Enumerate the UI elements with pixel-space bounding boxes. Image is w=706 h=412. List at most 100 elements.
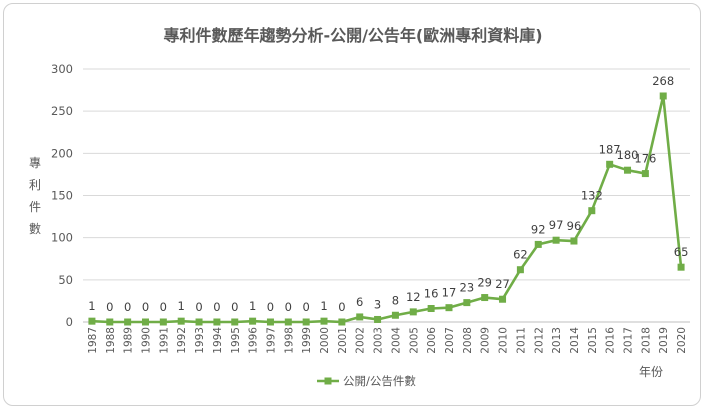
data-label: 180 xyxy=(617,148,639,162)
data-label: 0 xyxy=(267,300,274,314)
data-label: 268 xyxy=(652,74,674,88)
chart-frame xyxy=(3,3,701,406)
x-tick-label: 1993 xyxy=(194,327,206,354)
x-tick-label: 2007 xyxy=(444,327,456,354)
x-tick-label: 2009 xyxy=(480,327,492,354)
x-tick-label: 2004 xyxy=(390,327,402,354)
data-label: 0 xyxy=(338,300,345,314)
x-tick-label: 2020 xyxy=(676,327,688,354)
y-axis-ticks: 0 50 100 150 200 250 300 xyxy=(51,62,73,329)
data-point xyxy=(659,92,667,100)
data-point xyxy=(516,266,524,274)
data-point xyxy=(588,207,596,215)
x-tick-label: 1996 xyxy=(248,327,260,354)
data-point xyxy=(177,317,185,325)
data-series xyxy=(88,92,685,326)
data-label: 62 xyxy=(513,248,528,262)
data-point xyxy=(159,318,167,326)
x-tick-label: 2014 xyxy=(569,327,581,354)
series-line xyxy=(91,94,683,324)
data-point xyxy=(463,299,471,307)
y-tick-label: 250 xyxy=(51,104,73,118)
data-label: 176 xyxy=(634,152,656,166)
data-point xyxy=(534,240,542,248)
data-label: 1 xyxy=(178,299,185,313)
data-label: 27 xyxy=(495,277,510,291)
x-tick-label: 2013 xyxy=(551,327,563,354)
x-tick-label: 2006 xyxy=(426,327,438,354)
data-point xyxy=(356,313,364,321)
data-label: 1 xyxy=(249,299,256,313)
data-label: 0 xyxy=(285,300,292,314)
data-label: 0 xyxy=(231,300,238,314)
data-point xyxy=(266,318,274,326)
data-point xyxy=(124,318,132,326)
data-label: 0 xyxy=(160,300,167,314)
data-point xyxy=(249,317,257,325)
x-tick-label: 1990 xyxy=(140,327,152,354)
data-point xyxy=(481,294,489,302)
data-point xyxy=(624,166,632,174)
legend-marker-swatch xyxy=(324,377,332,385)
data-point xyxy=(338,318,346,326)
data-point xyxy=(677,263,685,271)
y-tick-label: 50 xyxy=(58,273,73,287)
x-tick-label: 2008 xyxy=(462,327,474,354)
data-point xyxy=(284,318,292,326)
y-tick-label: 300 xyxy=(51,62,73,76)
data-label: 29 xyxy=(477,276,492,290)
y-axis-title: 專利件數 xyxy=(29,156,41,236)
y-tick-label: 150 xyxy=(51,189,73,203)
x-tick-label: 1994 xyxy=(212,327,224,354)
data-label: 132 xyxy=(581,189,603,203)
x-tick-label: 2017 xyxy=(623,327,635,354)
x-tick-label: 2011 xyxy=(515,327,527,354)
data-label: 97 xyxy=(549,218,564,232)
x-tick-label: 1991 xyxy=(158,327,170,354)
data-label: 3 xyxy=(374,297,381,311)
data-label: 96 xyxy=(567,219,582,233)
x-tick-label: 1999 xyxy=(301,327,313,354)
x-tick-label: 2005 xyxy=(408,327,420,354)
data-label: 0 xyxy=(302,300,309,314)
x-tick-label: 2000 xyxy=(319,327,331,354)
x-tick-label: 1989 xyxy=(123,327,135,354)
x-tick-label: 2018 xyxy=(640,327,652,354)
data-point xyxy=(213,318,221,326)
chart-title: 專利件數歷年趨勢分析-公開/公告年(歐洲專利資料庫) xyxy=(163,26,542,45)
data-point xyxy=(445,304,453,312)
legend-label: 公開/公告件數 xyxy=(343,374,416,388)
data-point xyxy=(427,305,435,313)
data-label: 0 xyxy=(142,300,149,314)
data-label: 187 xyxy=(599,142,621,156)
data-label: 0 xyxy=(213,300,220,314)
data-point xyxy=(570,237,578,245)
data-point xyxy=(499,295,507,303)
data-point xyxy=(606,160,614,168)
data-point xyxy=(374,315,382,323)
data-label: 12 xyxy=(406,290,421,304)
y-tick-label: 100 xyxy=(51,231,73,245)
data-point xyxy=(195,318,203,326)
x-tick-label: 2012 xyxy=(533,327,545,354)
y-tick-label: 200 xyxy=(51,146,73,160)
data-label: 8 xyxy=(392,293,399,307)
x-tick-label: 2001 xyxy=(337,327,349,354)
x-tick-label: 1995 xyxy=(230,327,242,354)
y-tick-label: 0 xyxy=(66,315,73,329)
data-point xyxy=(320,317,328,325)
data-point xyxy=(391,311,399,319)
data-point xyxy=(552,236,560,244)
data-point xyxy=(409,308,417,316)
x-axis-title: 年份 xyxy=(639,365,663,379)
x-tick-label: 2003 xyxy=(373,327,385,354)
data-label: 23 xyxy=(460,281,475,295)
data-label: 17 xyxy=(442,286,457,300)
data-label: 1 xyxy=(320,299,327,313)
data-point xyxy=(231,318,239,326)
data-label: 0 xyxy=(124,300,131,314)
data-label: 0 xyxy=(195,300,202,314)
data-label: 16 xyxy=(424,287,439,301)
